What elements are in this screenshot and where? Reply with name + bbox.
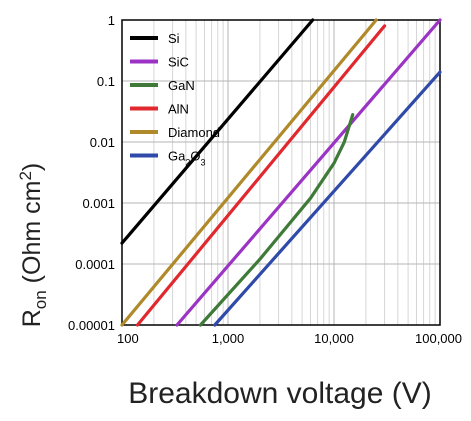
y-axis-label-sup: 2 — [16, 171, 35, 180]
y-axis-label: Ron (Ohm cm2) — [16, 163, 50, 328]
series-line-diamond — [120, 18, 378, 327]
plot-frame — [121, 19, 441, 326]
y-tick-label: 0.0001 — [75, 257, 115, 272]
y-tick-label: 1 — [108, 13, 115, 28]
legend-label: GaN — [168, 78, 195, 93]
legend-label: SiC — [168, 55, 189, 70]
series-line-gan — [198, 113, 355, 327]
y-tick-label: 0.1 — [97, 74, 115, 89]
y-tick-label: 0.001 — [82, 196, 115, 211]
x-tick-label: 100 — [117, 331, 139, 346]
y-axis-label-close: ) — [18, 163, 46, 171]
legend-label: Si — [168, 31, 180, 46]
legend-label: Ga2O3 — [168, 149, 206, 168]
series-lines — [120, 18, 442, 327]
series-line-si — [120, 18, 315, 245]
legend: Si SiC GaN AlN Diamond Ga2O3 — [130, 31, 220, 168]
series-line-sic — [175, 18, 442, 327]
x-tick-labels: 100 1,000 10,000 100,000 — [117, 331, 462, 346]
y-axis-label-rest: (Ohm cm — [18, 181, 46, 291]
series-line-ga2o3 — [213, 70, 442, 327]
y-tick-label: 0.01 — [90, 135, 115, 150]
y-axis-label-main: R — [18, 309, 46, 327]
y-tick-label: 0.00001 — [68, 318, 115, 333]
x-tick-label: 100,000 — [415, 331, 462, 346]
y-tick-labels: 1 0.1 0.01 0.001 0.0001 0.00001 — [68, 13, 115, 333]
x-tick-label: 10,000 — [314, 331, 354, 346]
series-line-aln — [135, 24, 387, 327]
legend-label: AlN — [168, 102, 189, 117]
x-tick-label: 1,000 — [212, 331, 245, 346]
y-axis-label-sub: on — [31, 290, 50, 309]
legend-label: Diamond — [168, 125, 220, 140]
x-axis-label: Breakdown voltage (V) — [128, 377, 432, 410]
